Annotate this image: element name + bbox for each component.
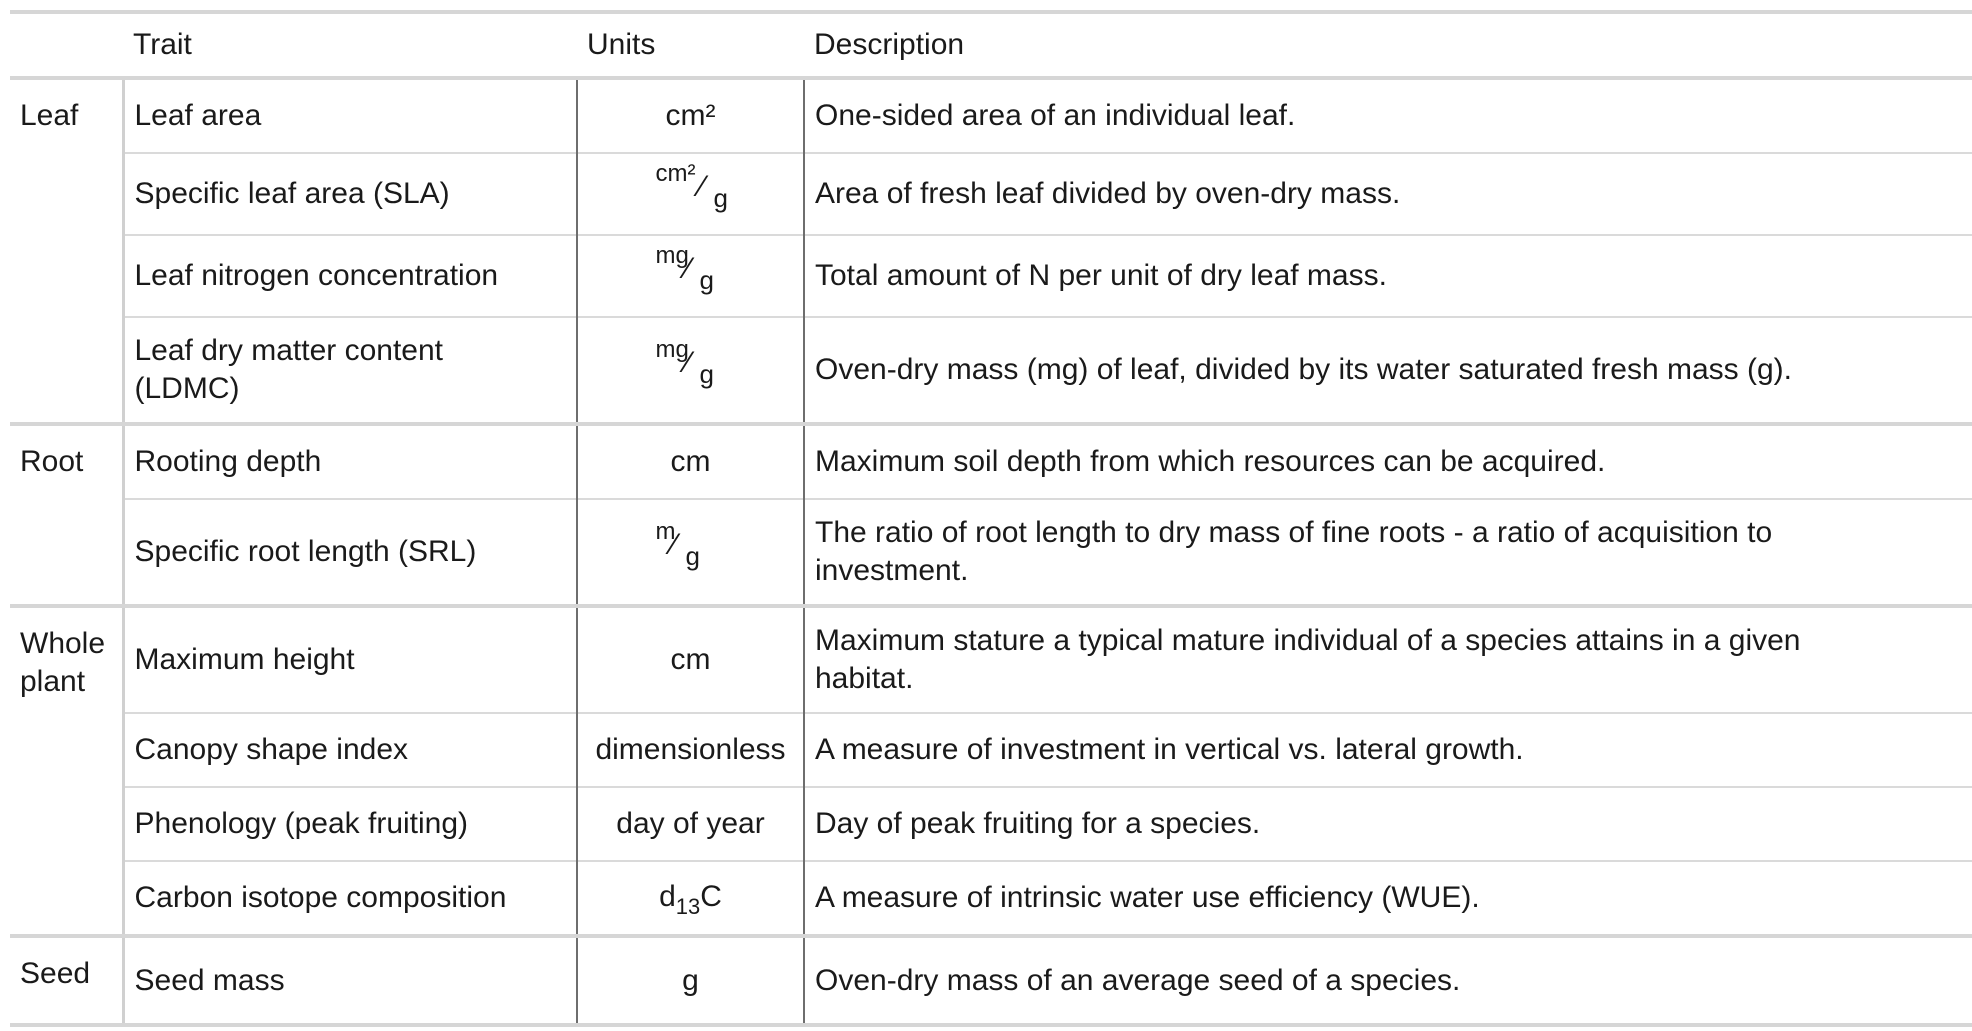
trait-cell: Carbon isotope composition xyxy=(123,860,577,936)
table-row: Root Rooting depth cm Maximum soil depth… xyxy=(10,422,1972,606)
trait-cell: Specific root length (SRL) xyxy=(123,498,577,606)
unit-denominator: g xyxy=(685,541,700,571)
unit-isotope: d13C xyxy=(659,878,722,919)
unit-numerator: mg xyxy=(655,242,689,269)
header-group xyxy=(10,10,123,80)
trait-cell: Canopy shape index xyxy=(123,712,577,787)
trait-cell: Leaf dry matter content (LDMC) xyxy=(123,316,577,424)
trait-cell: Rooting depth xyxy=(123,422,577,499)
unit-denominator: g xyxy=(699,359,714,389)
unit-fraction: mg ⁄ g xyxy=(656,336,726,388)
description-line-1: Maximum stature a typical mature individ… xyxy=(815,624,1801,657)
table-row: Leaf nitrogen concentration mg ⁄ g Total a… xyxy=(10,234,1972,317)
trait-cell: Leaf area xyxy=(123,76,577,153)
fraction-slash: ⁄ xyxy=(671,528,677,561)
header-units: Units xyxy=(577,10,804,80)
unit-cell: cm xyxy=(576,604,805,713)
unit-numerator: cm² xyxy=(655,160,696,187)
description-cell: Maximum stature a typical mature individ… xyxy=(804,604,1972,713)
trait-cell: Seed mass xyxy=(123,934,577,1027)
description-cell: Oven-dry mass (mg) of leaf, divided by i… xyxy=(804,316,1972,424)
table-row: Carbon isotope composition d13C A measur… xyxy=(10,860,1972,936)
description-cell: Day of peak fruiting for a species. xyxy=(804,786,1972,861)
trait-cell: Phenology (peak fruiting) xyxy=(123,786,577,861)
table-row: Whole plant Maximum height cm Maximum sta… xyxy=(10,604,1972,936)
description-cell: Area of fresh leaf divided by oven-dry m… xyxy=(804,152,1972,235)
header-row: Trait Units Description xyxy=(10,10,1972,80)
description-cell: Oven-dry mass of an average seed of a sp… xyxy=(804,934,1972,1027)
unit-isotope-tail: C xyxy=(700,880,722,913)
unit-cell: dimensionless xyxy=(576,712,805,787)
trait-cell: Leaf nitrogen concentration xyxy=(123,234,577,317)
unit-cell: cm² xyxy=(576,76,805,153)
fraction-slash: ⁄ xyxy=(685,252,691,285)
description-line-1: The ratio of root length to dry mass of … xyxy=(815,516,1773,549)
description-cell: Maximum soil depth from which resources … xyxy=(804,422,1972,499)
unit-cell: mg ⁄ g xyxy=(576,316,805,424)
group-label-seed: Seed xyxy=(10,934,125,1027)
traits-table: Trait Units Description Leaf Leaf area c… xyxy=(10,10,1972,1027)
unit-fraction: mg ⁄ g xyxy=(656,242,726,294)
unit-cell: day of year xyxy=(576,786,805,861)
trait-line-1: Leaf dry matter content xyxy=(134,334,444,367)
unit-isotope-main: d xyxy=(659,880,676,913)
header-trait: Trait xyxy=(123,10,577,80)
header-description: Description xyxy=(804,10,1972,80)
trait-cell: Maximum height xyxy=(123,604,577,713)
description-cell: A measure of intrinsic water use efficie… xyxy=(804,860,1972,936)
group-label-line-2: plant xyxy=(20,665,86,698)
table-row: Phenology (peak fruiting) day of year Da… xyxy=(10,786,1972,861)
unit-cell: d13C xyxy=(576,860,805,936)
traits-table-wrapper: Trait Units Description Leaf Leaf area c… xyxy=(10,10,1972,1027)
unit-isotope-sub: 13 xyxy=(675,894,701,919)
table-row: Seed Seed mass g Oven-dry mass of an ave… xyxy=(10,934,1972,1027)
description-line-2: investment. xyxy=(815,554,969,587)
unit-denominator: g xyxy=(699,265,714,295)
table-row: Leaf Leaf area cm² One-sided area of an … xyxy=(10,76,1972,424)
group-label-leaf: Leaf xyxy=(10,76,125,424)
group-label-root: Root xyxy=(10,422,125,606)
trait-line-2: (LDMC) xyxy=(134,372,240,405)
unit-denominator: g xyxy=(713,183,728,213)
unit-cell: mg ⁄ g xyxy=(576,234,805,317)
table-row: Specific root length (SRL) m ⁄ g The ratio… xyxy=(10,498,1972,606)
fraction-slash: ⁄ xyxy=(685,346,691,379)
table-row: Specific leaf area (SLA) cm² ⁄ g Area of f… xyxy=(10,152,1972,235)
group-label-whole-plant: Whole plant xyxy=(10,604,125,936)
description-cell: The ratio of root length to dry mass of … xyxy=(804,498,1972,606)
unit-numerator: mg xyxy=(655,336,689,363)
unit-cell: cm² ⁄ g xyxy=(576,152,805,235)
fraction-slash: ⁄ xyxy=(699,170,705,203)
table-row: Canopy shape index dimensionless A measu… xyxy=(10,712,1972,787)
unit-cell: m ⁄ g xyxy=(576,498,805,606)
description-cell: A measure of investment in vertical vs. … xyxy=(804,712,1972,787)
description-cell: Total amount of N per unit of dry leaf m… xyxy=(804,234,1972,317)
unit-fraction: cm² ⁄ g xyxy=(656,160,728,212)
description-cell: One-sided area of an individual leaf. xyxy=(804,76,1972,153)
unit-cell: cm xyxy=(576,422,805,499)
unit-numerator: m xyxy=(655,518,676,545)
table-row: Leaf dry matter content (LDMC) mg ⁄ g Oven-… xyxy=(10,316,1972,424)
trait-cell: Specific leaf area (SLA) xyxy=(123,152,577,235)
description-line-2: habitat. xyxy=(815,662,914,695)
group-label-line-1: Whole xyxy=(20,627,106,660)
unit-cell: g xyxy=(576,934,805,1027)
unit-fraction: m ⁄ g xyxy=(656,518,726,570)
